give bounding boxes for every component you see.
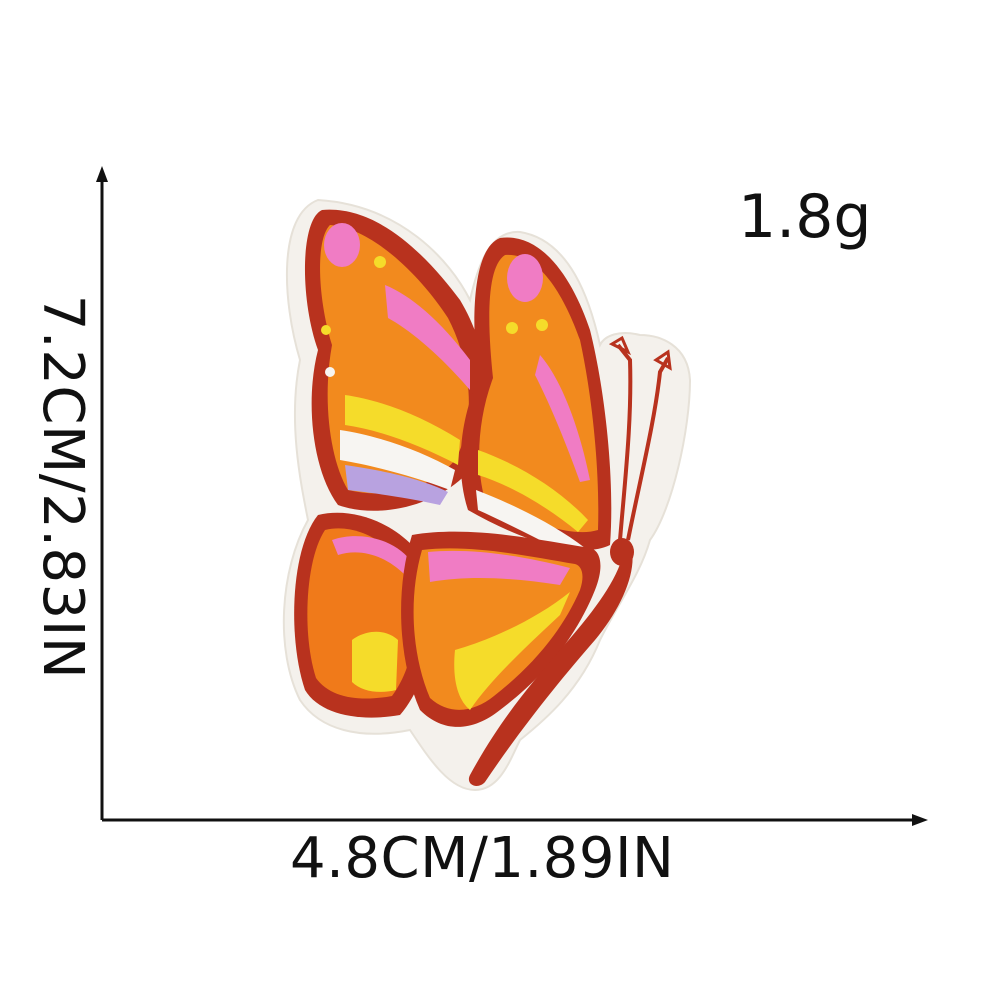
front-upper-wing [461,238,612,558]
front-lower-wing [401,532,600,727]
upper-back-wing [305,210,488,511]
weight-label: 1.8g [738,182,872,252]
width-dimension-label: 4.8CM/1.89IN [290,826,674,892]
height-dimension-label: 7.2CM/2.83IN [29,295,95,679]
